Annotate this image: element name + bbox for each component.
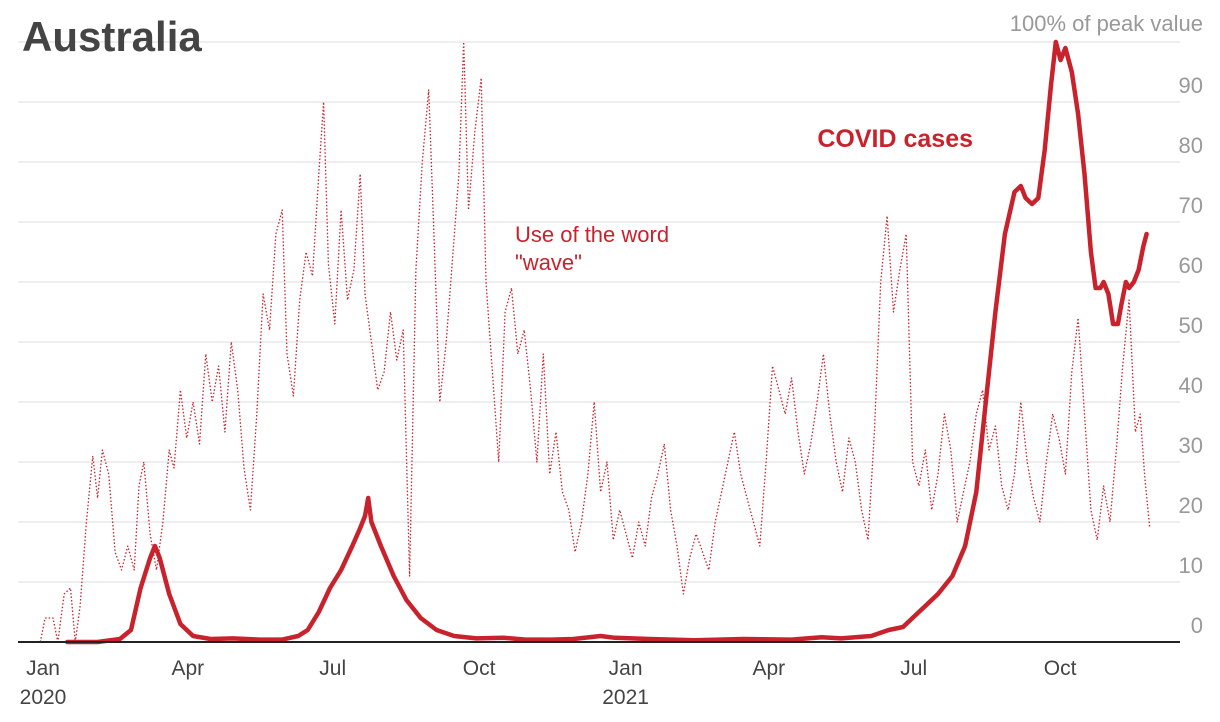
gridlines <box>18 41 1180 583</box>
y-tick-label: 10 <box>1179 553 1203 578</box>
covid-cases-series-line <box>65 39 1149 645</box>
x-tick-label: Jul <box>900 657 927 680</box>
y-tick-label: 80 <box>1179 133 1203 158</box>
chart-title: Australia <box>22 13 202 60</box>
x-tick-label: Apr <box>753 657 786 680</box>
y-tick-label: 90 <box>1179 73 1203 98</box>
x-tick-label: Oct <box>463 657 496 680</box>
y-axis-ticks: 0 10 20 30 40 50 60 70 80 90 <box>1179 73 1203 638</box>
y-tick-label: 40 <box>1179 373 1203 398</box>
series-labels: COVID cases Use of the word "wave" <box>515 125 973 275</box>
word-wave-series-line <box>39 41 1151 643</box>
x-axis-ticks: Jan 2020 Apr Jul Oct Jan 2021 Apr Jul Oct <box>20 657 1077 709</box>
y-tick-label: 20 <box>1179 493 1203 518</box>
x-tick-year-label: 2020 <box>20 686 67 709</box>
x-tick-year-label: 2021 <box>602 686 649 709</box>
y-tick-label: 60 <box>1179 253 1203 278</box>
word-wave-label: Use of the word "wave" <box>515 222 669 275</box>
x-tick-label: Oct <box>1044 657 1077 680</box>
x-tick-label: Jul <box>319 657 346 680</box>
y-axis-label: 100% of peak value <box>1010 11 1203 36</box>
x-tick-label: Jan <box>26 657 60 680</box>
y-tick-label: 30 <box>1179 433 1203 458</box>
x-tick-label: Jan <box>609 657 643 680</box>
y-tick-label: 50 <box>1179 313 1203 338</box>
x-tick-label: Apr <box>172 657 205 680</box>
y-tick-label: 0 <box>1191 613 1203 638</box>
y-tick-label: 70 <box>1179 193 1203 218</box>
covid-cases-label: COVID cases <box>817 125 973 153</box>
series-lines <box>39 39 1151 645</box>
